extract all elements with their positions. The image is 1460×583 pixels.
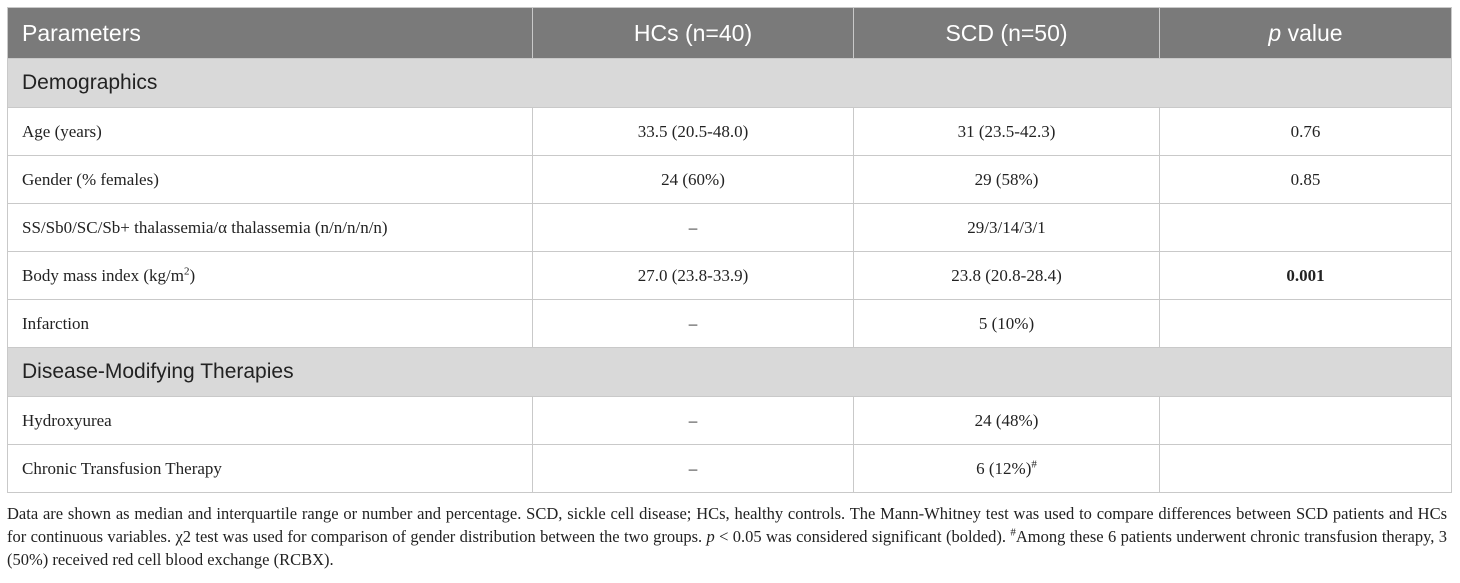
footnote-marker: # [1031, 457, 1037, 470]
footnote-hash-marker: # [1010, 526, 1016, 539]
cell-p-significant: 0.001 [1159, 251, 1452, 300]
row-label: Gender (% females) [7, 155, 533, 204]
table-row: Infarction – 5 (10%) [7, 299, 1452, 348]
header-p-rest: value [1281, 19, 1343, 46]
section-title: Demographics [7, 58, 1452, 108]
row-label: Infarction [7, 299, 533, 348]
row-label-main: Body mass index (kg/m [22, 265, 184, 285]
cell-p: 0.76 [1159, 107, 1452, 156]
section-row-demographics: Demographics [7, 58, 1452, 108]
header-p-italic: p [1268, 19, 1282, 46]
cell-scd-main: 6 (12%) [976, 458, 1032, 478]
row-label: Body mass index (kg/m2) [7, 251, 533, 300]
cell-scd: 29/3/14/3/1 [853, 203, 1160, 252]
footnote-part2: < 0.05 was considered significant (bolde… [714, 527, 1011, 546]
footnote-p-italic: p [706, 527, 715, 546]
table-footnote: Data are shown as median and interquarti… [7, 502, 1451, 571]
cell-p: 0.85 [1159, 155, 1452, 204]
table-row: Hydroxyurea – 24 (48%) [7, 396, 1452, 445]
section-row-therapies: Disease-Modifying Therapies [7, 347, 1452, 397]
table-row: Body mass index (kg/m2) 27.0 (23.8-33.9)… [7, 251, 1452, 300]
footnote-part1: Data are shown as median and interquarti… [7, 504, 1447, 546]
table-row: SS/Sb0/SC/Sb+ thalassemia/α thalassemia … [7, 203, 1452, 252]
cell-hcs: 27.0 (23.8-33.9) [532, 251, 854, 300]
header-p-value: p value [1159, 7, 1452, 59]
cell-hcs: – [532, 203, 854, 252]
cell-scd: 23.8 (20.8-28.4) [853, 251, 1160, 300]
row-label-end: ) [189, 265, 196, 285]
cell-scd: 24 (48%) [853, 396, 1160, 445]
header-parameters: Parameters [7, 7, 533, 59]
cell-hcs: 24 (60%) [532, 155, 854, 204]
cell-scd: 5 (10%) [853, 299, 1160, 348]
cell-hcs: – [532, 396, 854, 445]
cell-scd: 31 (23.5-42.3) [853, 107, 1160, 156]
table-row: Gender (% females) 24 (60%) 29 (58%) 0.8… [7, 155, 1452, 204]
row-label: Chronic Transfusion Therapy [7, 444, 533, 493]
header-hcs: HCs (n=40) [532, 7, 854, 59]
section-title: Disease-Modifying Therapies [7, 347, 1452, 397]
cell-hcs: – [532, 444, 854, 493]
cell-scd: 29 (58%) [853, 155, 1160, 204]
cell-scd: 6 (12%)# [853, 444, 1160, 493]
row-label: Hydroxyurea [7, 396, 533, 445]
cell-p [1159, 203, 1452, 252]
table-row: Age (years) 33.5 (20.5-48.0) 31 (23.5-42… [7, 107, 1452, 156]
table-header-row: Parameters HCs (n=40) SCD (n=50) p value [7, 7, 1452, 59]
row-label: Age (years) [7, 107, 533, 156]
cell-p [1159, 299, 1452, 348]
cell-hcs: – [532, 299, 854, 348]
row-label-superscript: 2 [183, 264, 190, 277]
cell-p [1159, 444, 1452, 493]
header-scd: SCD (n=50) [853, 7, 1160, 59]
cell-hcs: 33.5 (20.5-48.0) [532, 107, 854, 156]
table-container: Parameters HCs (n=40) SCD (n=50) p value… [7, 7, 1452, 571]
table-row: Chronic Transfusion Therapy – 6 (12%)# [7, 444, 1452, 493]
demographics-table: Parameters HCs (n=40) SCD (n=50) p value… [7, 7, 1452, 493]
footnote-part3: Among these 6 patients underwent chronic… [7, 527, 1447, 569]
cell-p [1159, 396, 1452, 445]
row-label: SS/Sb0/SC/Sb+ thalassemia/α thalassemia … [7, 203, 533, 252]
